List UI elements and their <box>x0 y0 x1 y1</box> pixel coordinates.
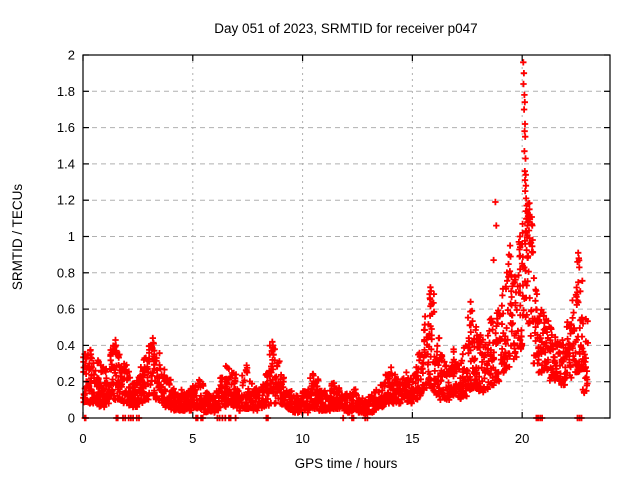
axes-frame <box>82 54 611 419</box>
y-tick-label: 1.4 <box>57 156 75 171</box>
x-tick-label: 10 <box>295 431 309 446</box>
y-tick-label: 0.2 <box>57 374 75 389</box>
x-tick-label: 5 <box>189 431 196 446</box>
x-tick-label: 20 <box>515 431 529 446</box>
y-tick-label: 0 <box>68 411 75 426</box>
x-tick-label: 15 <box>405 431 419 446</box>
y-tick-label: 2 <box>68 48 75 63</box>
y-tick-label: 0.6 <box>57 302 75 317</box>
x-axis-label: GPS time / hours <box>295 456 398 471</box>
y-axis-label: SRMTID / TECUs <box>10 184 25 291</box>
y-tick-label: 1.8 <box>57 84 75 99</box>
x-tick-label: 0 <box>79 431 86 446</box>
data-points <box>80 59 591 422</box>
y-tick-label: 0.8 <box>57 265 75 280</box>
y-tick-label: 0.4 <box>57 338 75 353</box>
tick-labels: 0 5 10 15 20 0 0.2 0.4 0.6 0.8 1 1.2 1.4 1.6 1.8 2 <box>57 48 529 447</box>
chart-title: Day 051 of 2023, SRMTID for receiver p04… <box>214 21 477 36</box>
y-tick-label: 1 <box>68 229 75 244</box>
y-tick-label: 1.2 <box>57 193 75 208</box>
y-tick-label: 1.6 <box>57 120 75 135</box>
